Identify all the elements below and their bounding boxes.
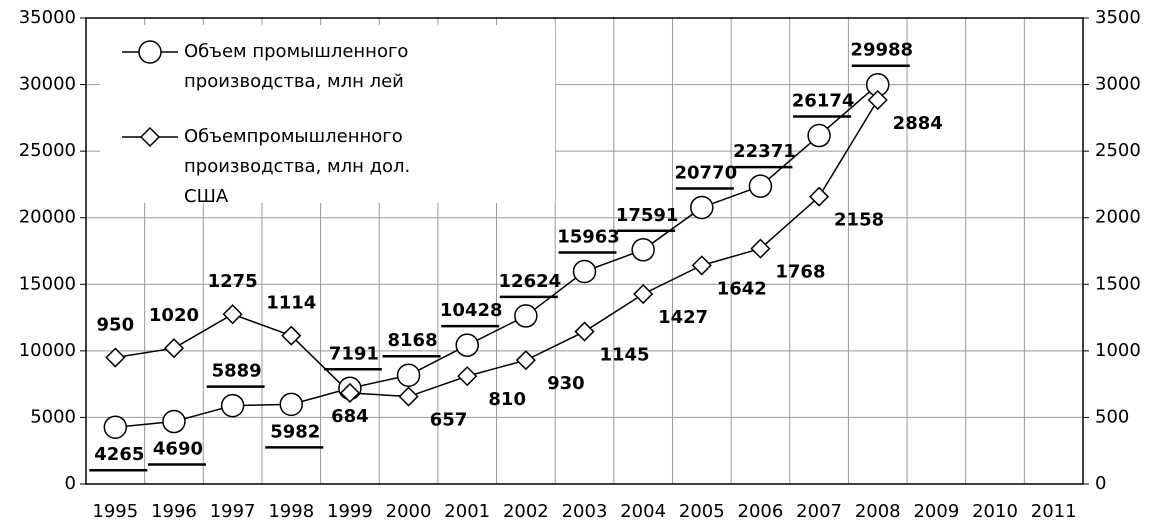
x-tick-label: 1999 (327, 501, 373, 522)
y2-tick-label: 1000 (1095, 340, 1141, 361)
x-tick-label: 2010 (972, 501, 1018, 522)
y-tick-label: 10000 (19, 340, 76, 361)
legend-box (100, 25, 555, 203)
plot-frame (85, 17, 1084, 485)
data-label: 1275 (208, 271, 258, 292)
x-tick-label: 2001 (444, 501, 490, 522)
marker-diamond (809, 186, 830, 207)
y2-tick-label: 3500 (1095, 7, 1141, 28)
data-label: 5889 (212, 361, 262, 382)
data-label: 15963 (557, 226, 620, 247)
y-tick-label: 0 (65, 473, 76, 494)
data-label: 4690 (153, 439, 203, 460)
data-label: 29988 (850, 40, 913, 61)
data-label: 950 (97, 315, 135, 336)
data-label: 12624 (499, 271, 562, 292)
marker-circle (514, 304, 538, 328)
data-label: 1642 (717, 278, 767, 299)
y-tick-label: 15000 (19, 273, 76, 294)
y2-tick-label: 2500 (1095, 140, 1141, 161)
marker-circle (455, 333, 479, 357)
y2-tick-label: 2000 (1095, 207, 1141, 228)
y-tick-label: 25000 (19, 140, 76, 161)
data-label: 2158 (834, 210, 884, 231)
marker-circle (396, 363, 421, 387)
marker-diamond (750, 238, 771, 259)
marker-circle (807, 123, 831, 148)
marker-circle (690, 195, 714, 220)
data-label: 10428 (440, 300, 503, 321)
marker-circle (138, 40, 162, 64)
data-label: 5982 (270, 421, 320, 442)
marker-diamond (867, 89, 888, 111)
marker-diamond (163, 338, 185, 359)
marker-diamond (633, 283, 654, 305)
x-tick-label: 2011 (1031, 501, 1077, 522)
x-tick-label: 2006 (738, 501, 784, 522)
legend-label: Объем промышленного производства, млн ле… (184, 41, 409, 92)
marker-diamond (574, 321, 595, 342)
data-label: 930 (547, 373, 585, 394)
marker-circle (220, 393, 245, 418)
x-tick-label: 1995 (92, 501, 138, 522)
x-tick-label: 2002 (503, 501, 549, 522)
y-tick-label: 35000 (19, 7, 76, 28)
y2-tick-label: 0 (1095, 473, 1106, 494)
data-label: 1020 (149, 305, 199, 326)
y2-tick-label: 1500 (1095, 273, 1141, 294)
x-tick-label: 2009 (913, 501, 959, 522)
x-tick-label: 2007 (796, 501, 842, 522)
data-label: 2884 (893, 113, 943, 134)
x-tick-label: 2005 (679, 501, 725, 522)
data-label: 1114 (266, 293, 316, 314)
data-label: 8168 (388, 330, 438, 351)
marker-diamond (515, 350, 536, 371)
data-label: 684 (331, 406, 369, 427)
marker-diamond (105, 347, 126, 368)
marker-circle (279, 392, 304, 417)
x-tick-label: 1998 (268, 501, 314, 522)
marker-diamond (222, 304, 243, 325)
marker-diamond (457, 366, 478, 387)
y-tick-label: 30000 (19, 74, 76, 95)
y-tick-label: 20000 (19, 207, 76, 228)
y-tick-label: 5000 (30, 406, 76, 427)
marker-diamond (139, 126, 161, 148)
marker-diamond (398, 386, 419, 407)
data-label: 810 (488, 389, 526, 410)
data-label: 22371 (733, 141, 796, 162)
series-line (115, 99, 879, 398)
legend-label: Объемпромышленного производства, млн дол… (184, 126, 411, 207)
data-label: 17591 (616, 205, 679, 226)
data-label: 7191 (329, 343, 379, 364)
y2-tick-label: 3000 (1095, 74, 1141, 95)
x-tick-label: 1997 (210, 501, 256, 522)
data-label: 1768 (775, 262, 825, 283)
data-label: 20770 (674, 162, 737, 183)
x-tick-label: 2000 (386, 501, 432, 522)
marker-circle (572, 259, 597, 284)
data-label: 657 (430, 410, 468, 431)
marker-circle (162, 409, 186, 434)
marker-circle (103, 415, 128, 439)
x-tick-label: 1996 (151, 501, 197, 522)
data-label: 26174 (792, 91, 855, 112)
marker-diamond (339, 382, 360, 403)
x-tick-label: 2008 (855, 501, 901, 522)
marker-circle (631, 238, 655, 262)
marker-diamond (691, 255, 712, 276)
marker-diamond (281, 325, 302, 346)
marker-circle (748, 174, 773, 198)
data-label: 4265 (94, 444, 144, 465)
y2-tick-label: 500 (1095, 406, 1129, 427)
x-tick-label: 2003 (562, 501, 608, 522)
x-tick-label: 2004 (620, 501, 666, 522)
data-label: 1427 (658, 307, 708, 328)
data-label: 1145 (599, 345, 649, 366)
